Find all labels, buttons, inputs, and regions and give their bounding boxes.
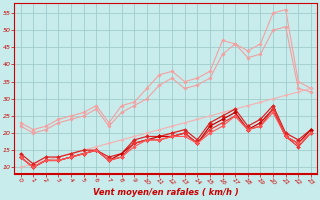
X-axis label: Vent moyen/en rafales ( km/h ): Vent moyen/en rafales ( km/h ): [93, 188, 239, 197]
